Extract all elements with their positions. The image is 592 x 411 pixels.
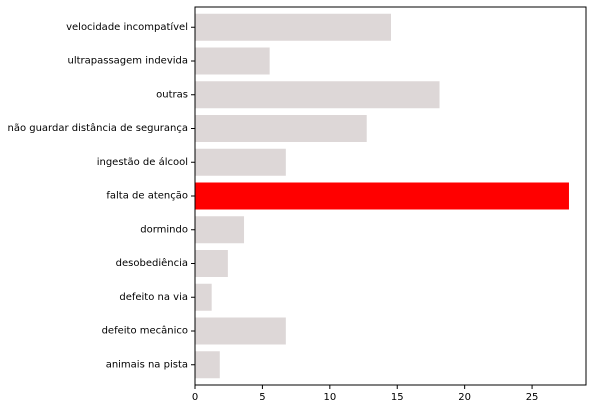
bar-6	[195, 216, 245, 244]
category-label: ingestão de álcool	[97, 156, 188, 168]
x-tick-label: 20	[458, 392, 471, 403]
category-labels: velocidade incompatível ultrapassagem ind…	[7, 21, 195, 370]
category-label: não guardar distância de segurança	[7, 122, 188, 134]
bar-3	[195, 115, 367, 142]
category-label: dormindo	[140, 224, 188, 235]
category-label: falta de atenção	[106, 191, 188, 202]
bar-2	[195, 81, 440, 109]
bar-0	[195, 13, 391, 41]
category-label: ultrapassagem indevida	[67, 56, 188, 67]
bar-8	[195, 283, 212, 311]
category-label: animais na pista	[106, 359, 188, 370]
bars-group	[195, 13, 569, 379]
category-label: outras	[156, 89, 188, 100]
category-label: defeito na via	[119, 292, 188, 303]
bar-7	[195, 250, 228, 277]
category-label: desobediência	[116, 257, 188, 269]
x-tick-label: 10	[323, 392, 336, 403]
bar-4	[195, 148, 286, 176]
x-tick-label: 25	[526, 392, 539, 403]
x-tick-label: 0	[192, 392, 198, 403]
bar-10	[195, 351, 220, 379]
x-tick-label: 5	[259, 392, 265, 403]
plot-frame	[194, 6, 587, 386]
x-tick-label: 15	[391, 392, 404, 403]
bar-9	[195, 317, 286, 345]
category-label: defeito mecânico	[102, 325, 188, 337]
category-label: velocidade incompatível	[66, 21, 188, 33]
bar-5	[195, 182, 569, 210]
bar-1	[195, 47, 270, 75]
x-axis-ticks: 0 5 10 15 20 25	[192, 385, 539, 403]
